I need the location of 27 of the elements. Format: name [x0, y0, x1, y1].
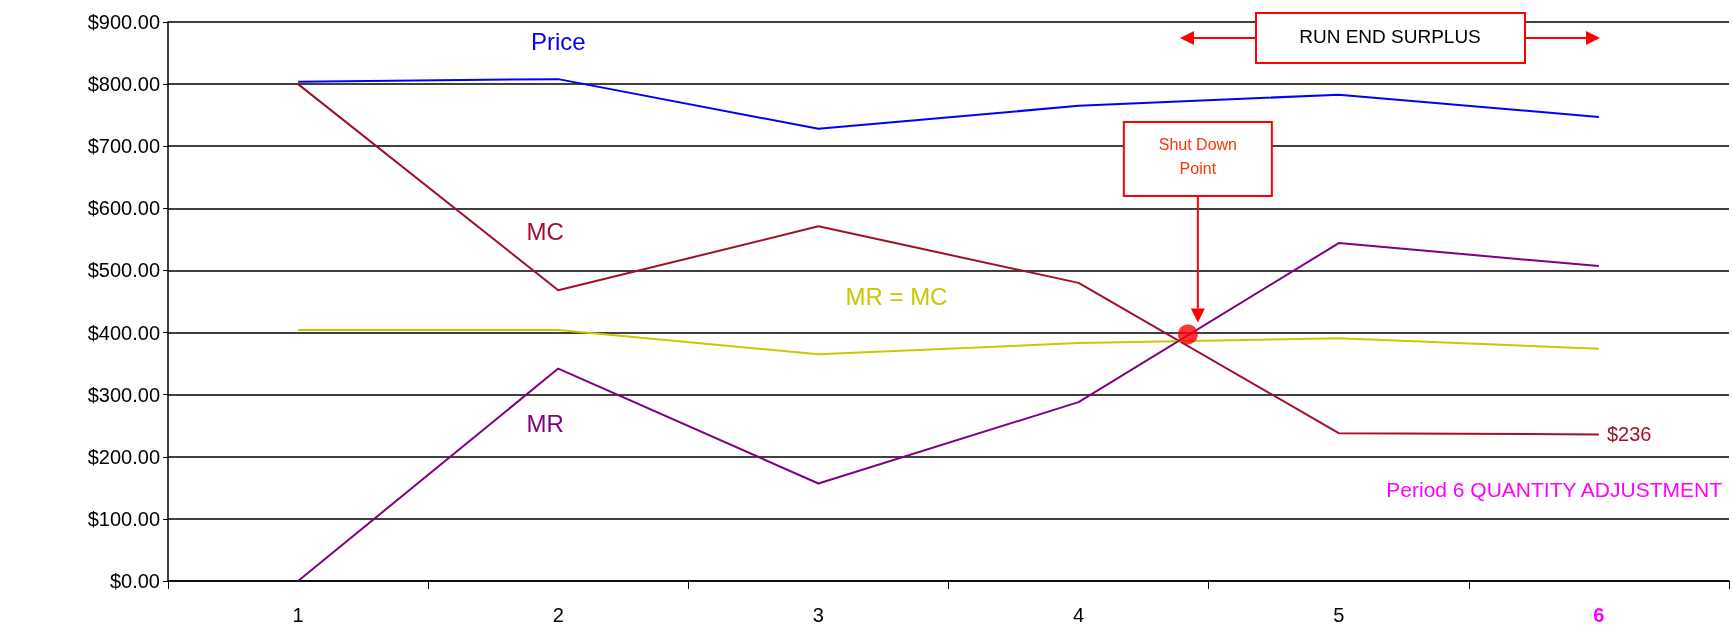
y-tick-label: $600.00	[87, 197, 160, 220]
y-tick-label: $100.00	[87, 507, 160, 530]
annotation: Period 6 QUANTITY ADJUSTMENT	[1386, 477, 1723, 501]
y-tick-label: $0.00	[109, 570, 160, 592]
x-tick-label: 4	[1073, 604, 1085, 626]
y-tick-label: $700.00	[87, 135, 160, 158]
annotation: RUN END SURPLUS	[1299, 26, 1481, 48]
y-tick-label: $300.00	[87, 383, 160, 406]
x-tick-label: 3	[812, 604, 824, 626]
x-tick-label: 6	[1593, 604, 1605, 626]
annotation: Shut Down Point	[1158, 136, 1237, 178]
y-tick-label: $400.00	[87, 321, 160, 344]
line-series	[297, 83, 1600, 436]
series-label: MC	[526, 217, 564, 245]
line-series	[297, 78, 1600, 130]
y-tick-label: $800.00	[87, 73, 160, 96]
y-tick-label: $200.00	[87, 445, 160, 468]
series-label: MR = MC	[845, 282, 948, 310]
x-tick-label: 5	[1333, 604, 1345, 626]
y-tick-label: $900.00	[87, 11, 160, 33]
series-label: Price	[530, 28, 586, 56]
x-tick-label: 1	[292, 604, 304, 626]
y-tick-label: $500.00	[87, 259, 160, 282]
series-label: MR	[526, 410, 564, 438]
line-series	[297, 329, 1600, 356]
x-tick-label: 2	[552, 604, 564, 626]
data-label: $236	[1606, 423, 1652, 446]
